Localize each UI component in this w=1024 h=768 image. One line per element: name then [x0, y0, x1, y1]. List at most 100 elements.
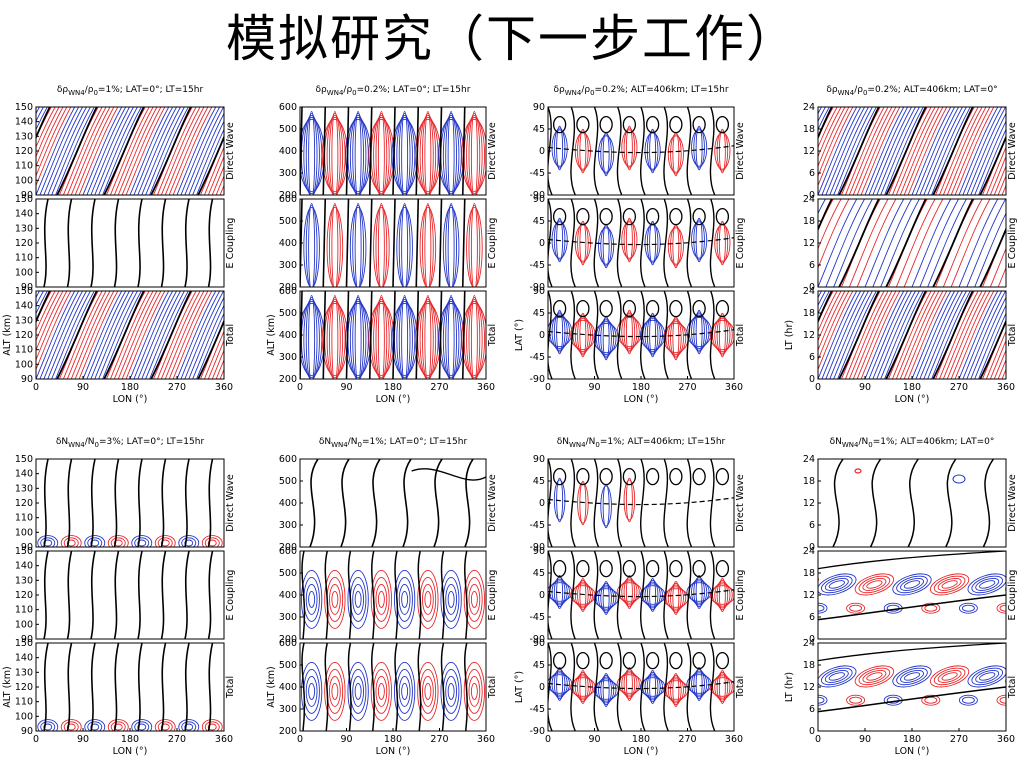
zero-contour — [932, 107, 974, 195]
negative-contour — [833, 291, 873, 379]
zero-contour — [184, 643, 190, 731]
positive-contour — [331, 294, 339, 379]
zero-contour — [645, 299, 660, 318]
zero-contour — [686, 291, 693, 379]
positive-contour — [74, 107, 115, 195]
zero-contour — [818, 643, 1006, 662]
positive-contour — [375, 296, 388, 379]
panel-title-part: /ρ — [854, 85, 863, 95]
contour — [996, 694, 1006, 706]
negative-contour — [979, 672, 996, 681]
y-tick-label: 0 — [809, 190, 815, 201]
positive-contour — [160, 107, 201, 195]
zero-contour — [686, 643, 693, 731]
negative-contour — [833, 107, 873, 195]
y-tick-label: 500 — [279, 568, 297, 579]
x-tick-label: 360 — [997, 734, 1015, 745]
zero-contour — [548, 145, 734, 154]
positive-contour — [422, 583, 434, 615]
contour-field — [818, 107, 1006, 195]
positive-contour — [716, 222, 729, 264]
negative-contour — [354, 682, 362, 700]
y-tick-label: 200 — [279, 190, 297, 201]
negative-contour — [445, 112, 457, 195]
positive-contour — [211, 348, 224, 379]
negative-contour — [305, 204, 318, 287]
negative-contour — [36, 107, 76, 195]
negative-contour — [970, 112, 1006, 195]
zero-contour — [869, 459, 882, 547]
zero-contour — [715, 207, 730, 226]
contour-field — [818, 643, 1006, 713]
negative-contour — [974, 120, 1006, 195]
positive-contour — [326, 206, 344, 287]
negative-contour — [51, 291, 91, 379]
negative-contour — [639, 319, 666, 351]
zero-contour — [415, 107, 420, 195]
panel-title-part: =0.2%; LAT=0°; LT=15hr — [357, 85, 471, 95]
negative-contour — [36, 291, 76, 379]
zero-contour — [440, 551, 445, 639]
contour-field — [36, 291, 224, 379]
positive-contour — [36, 291, 64, 352]
negative-contour — [181, 537, 197, 547]
y-axis-label: ALT (km) — [266, 314, 277, 355]
contour — [849, 696, 863, 704]
zero-contour — [66, 551, 73, 639]
y-tick-label: -45 — [529, 260, 545, 271]
y-tick-label: 90 — [533, 286, 545, 297]
positive-contour — [579, 480, 587, 526]
zero-contour — [570, 459, 576, 547]
zero-contour — [548, 589, 734, 598]
negative-contour — [196, 128, 224, 195]
row-label: Total — [735, 324, 746, 347]
positive-contour — [818, 291, 850, 361]
positive-contour — [989, 155, 1006, 195]
y-tick-label: 600 — [279, 546, 297, 557]
positive-contour — [60, 719, 82, 731]
positive-contour — [989, 339, 1006, 379]
positive-contour — [66, 539, 76, 547]
positive-contour — [818, 291, 842, 342]
zero-contour — [345, 199, 350, 287]
positive-contour — [848, 199, 889, 287]
negative-contour — [440, 661, 462, 721]
negative-contour — [896, 667, 928, 686]
contour-field — [37, 459, 223, 547]
positive-contour — [154, 719, 176, 731]
positive-contour — [625, 574, 633, 610]
positive-contour — [860, 291, 901, 379]
positive-contour — [718, 220, 726, 266]
y-tick-label: 300 — [279, 704, 297, 715]
row-label: Total — [487, 676, 498, 699]
negative-contour — [401, 202, 409, 287]
zero-contour — [371, 551, 375, 639]
positive-contour — [110, 721, 126, 731]
negative-contour — [445, 296, 457, 379]
negative-contour — [141, 291, 181, 379]
negative-contour — [864, 107, 905, 195]
panel-title-part: δN — [56, 437, 68, 447]
panel-title-part: WN4 — [842, 441, 859, 449]
negative-contour — [639, 677, 666, 697]
zero-contour — [640, 291, 646, 379]
zero-contour — [692, 115, 706, 134]
negative-contour — [876, 291, 916, 379]
positive-contour — [66, 723, 76, 731]
y-axis-label: ALT (km) — [2, 314, 13, 355]
y-tick-label: 6 — [809, 168, 815, 179]
negative-contour — [145, 107, 185, 195]
positive-contour — [667, 584, 684, 612]
negative-contour — [184, 291, 224, 379]
positive-contour — [718, 577, 726, 613]
negative-contour — [598, 135, 615, 173]
negative-contour — [401, 110, 409, 195]
positive-contour — [36, 291, 68, 361]
negative-contour — [548, 582, 573, 602]
y-tick-label: 300 — [279, 612, 297, 623]
y-tick-label: 12 — [803, 330, 815, 341]
contour-field — [309, 459, 486, 547]
negative-contour — [236, 107, 275, 195]
negative-contour — [133, 291, 174, 379]
positive-contour — [463, 569, 486, 629]
